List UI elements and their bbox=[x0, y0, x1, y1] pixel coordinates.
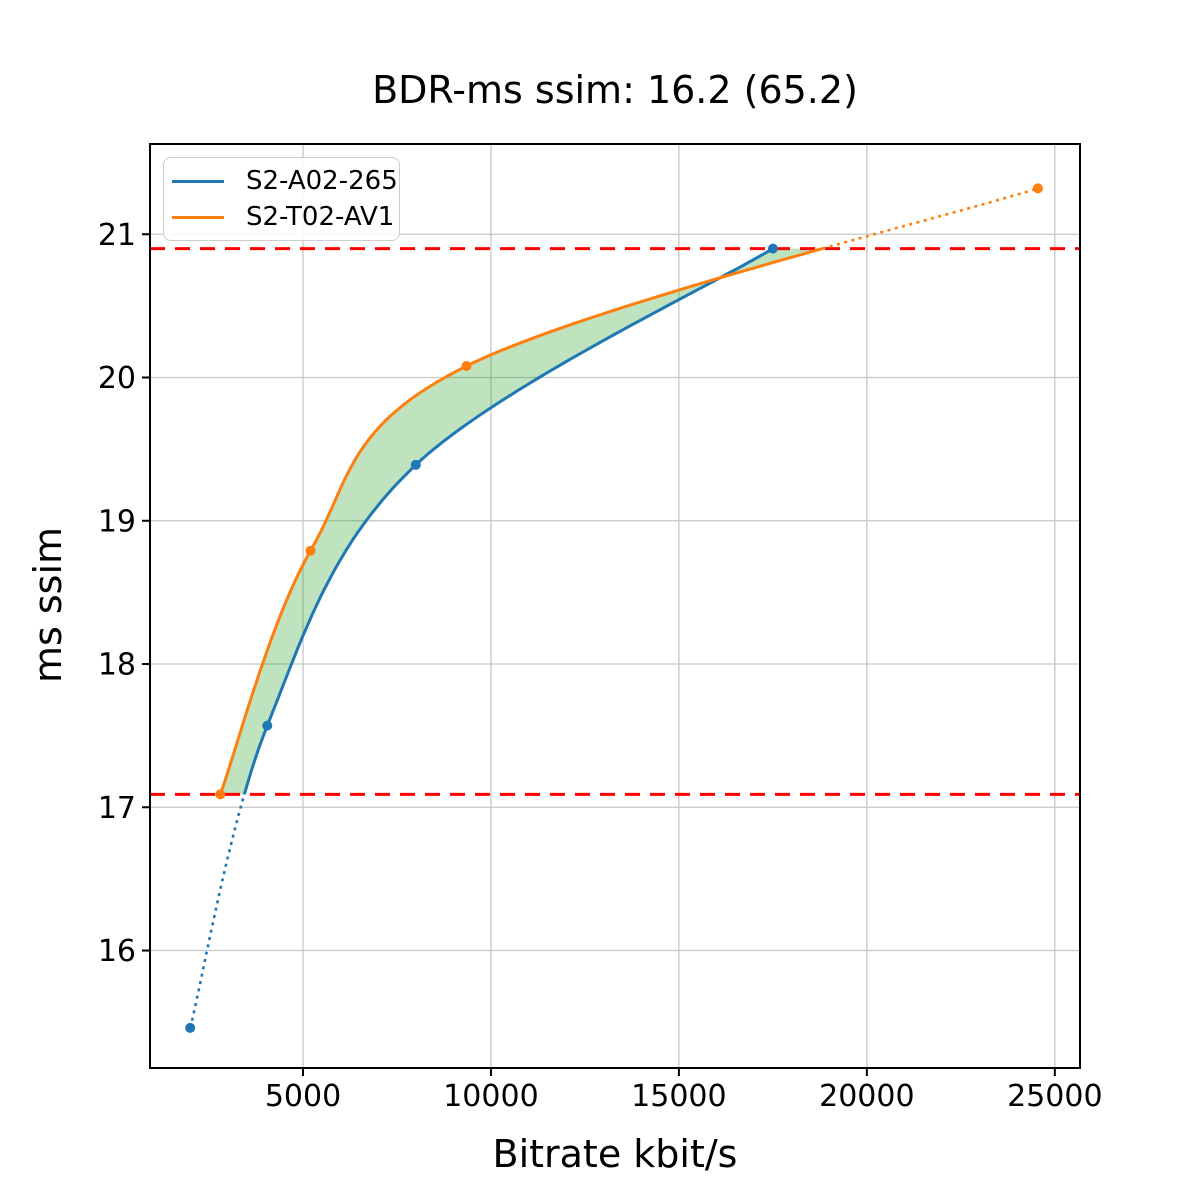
y-tick-label: 17 bbox=[98, 791, 136, 826]
x-tick-label: 10000 bbox=[443, 1079, 538, 1114]
y-tick-label: 18 bbox=[98, 648, 136, 683]
series-s2-a02-265-markers bbox=[185, 243, 778, 1033]
y-tick-label: 19 bbox=[98, 504, 136, 539]
legend-line-sample-blue bbox=[172, 179, 224, 183]
series-s2-a02-265-curve bbox=[242, 247, 774, 795]
plot-border bbox=[149, 143, 1081, 1069]
y-tick-label: 21 bbox=[98, 218, 136, 253]
bd-area-fill bbox=[220, 248, 823, 795]
x-tick-label: 5000 bbox=[265, 1079, 341, 1114]
x-tick-label: 20000 bbox=[819, 1079, 914, 1114]
series-s2-t02-av1-curve bbox=[218, 247, 823, 795]
x-tick-label: 25000 bbox=[1007, 1079, 1102, 1114]
legend-label: S2-A02-265 bbox=[246, 166, 398, 196]
legend-line-sample-orange bbox=[172, 215, 224, 219]
legend-item-s2-a02-265: S2-A02-265 bbox=[172, 168, 398, 194]
series-s2-t02-av1-dotted bbox=[822, 187, 1039, 250]
x-axis-label: Bitrate kbit/s bbox=[492, 1132, 738, 1176]
legend: S2-A02-265 S2-T02-AV1 bbox=[163, 157, 400, 241]
y-axis-ticks: 16 17 18 19 20 21 bbox=[98, 218, 150, 969]
x-tick-label: 15000 bbox=[631, 1079, 726, 1114]
series-s2-t02-av1-markers bbox=[215, 183, 1043, 800]
y-axis-label: ms ssim bbox=[26, 526, 71, 684]
x-axis-ticks: 5000 10000 15000 20000 25000 bbox=[265, 1068, 1103, 1114]
series-s2-a02-265-dotted bbox=[188, 794, 246, 1029]
legend-label: S2-T02-AV1 bbox=[246, 202, 395, 232]
overlap-bound-lines bbox=[150, 247, 1080, 796]
legend-item-s2-t02-av1: S2-T02-AV1 bbox=[172, 204, 394, 230]
chart-title: BDR-ms ssim: 16.2 (65.2) bbox=[372, 68, 858, 112]
y-tick-label: 20 bbox=[98, 361, 136, 396]
y-tick-label: 16 bbox=[98, 934, 136, 969]
y-axis-label-container: ms ssim bbox=[8, 520, 88, 690]
